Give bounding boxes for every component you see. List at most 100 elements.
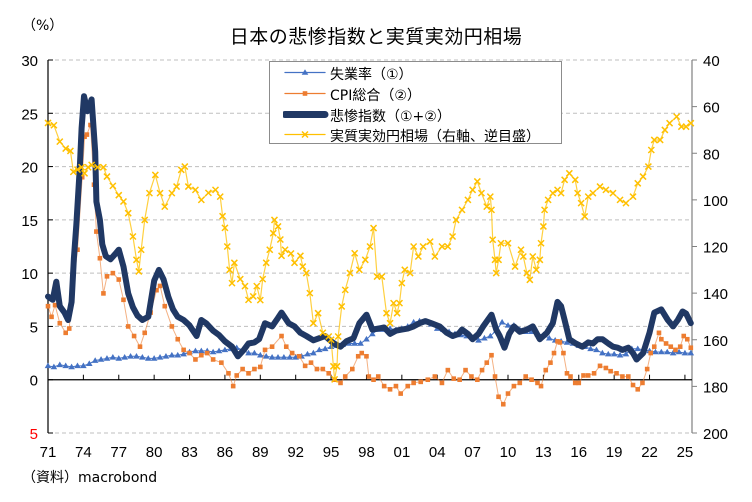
reer-data-point [504, 239, 512, 247]
cpi-data-point [226, 371, 231, 376]
y-left-tick-label: 20 [21, 160, 38, 177]
reer-data-point [549, 189, 557, 197]
reer-data-point [168, 189, 176, 197]
reer-data-point [241, 282, 249, 290]
reer-data-point [73, 166, 82, 174]
reer-data-point [78, 163, 86, 171]
y-left-unit-label: （%） [22, 18, 64, 34]
x-tick-label: 95 [323, 444, 340, 461]
x-tick-label: 74 [75, 444, 92, 461]
reer-data-point [477, 189, 485, 197]
cpi-data-point [548, 360, 553, 365]
y-right-tick-label: 80 [703, 146, 720, 163]
y-right-axis: 40 60 80 100 120 140 160 180 200 [691, 53, 728, 443]
legend-swatch-cpi [284, 91, 326, 96]
reer-data-point [673, 113, 681, 121]
cpi-data-point [644, 366, 650, 372]
y-right-tick-label: 200 [703, 426, 728, 443]
reer-data-point [661, 126, 669, 134]
reer-data-point [287, 249, 295, 258]
reer-data-point [489, 236, 497, 244]
reer-data-point [452, 216, 460, 224]
cpi-data-point [576, 380, 582, 386]
y-right-tick-label: 40 [703, 53, 720, 70]
cpi-data-point [630, 382, 636, 388]
y-left-tick-label: 5 [30, 426, 38, 443]
cpi-data-point [425, 377, 431, 383]
cpi-data-point [445, 367, 451, 373]
unemployment-data-point [487, 332, 494, 339]
cpi-data-point [585, 373, 591, 378]
cpi-data-point [505, 391, 511, 396]
reer-data-point [223, 242, 231, 251]
cpi-data-point [572, 380, 578, 386]
cpi-data-point [49, 314, 54, 320]
cpi-data-point [355, 353, 361, 359]
reer-data-point [565, 169, 573, 177]
cpi-data-point [252, 366, 257, 372]
reer-data-point [269, 229, 277, 237]
unemployment-data-point [268, 354, 276, 360]
x-tick-label: 71 [40, 444, 57, 461]
cpi-data-point [608, 368, 613, 374]
unemployment-data-point [44, 362, 52, 369]
reer-data-point [536, 256, 544, 264]
cpi-data-point [342, 374, 348, 379]
reer-data-point [253, 282, 261, 290]
legend-swatch-unemployment [284, 69, 326, 75]
reer-data-point [145, 189, 153, 197]
unemployment-data-point [363, 335, 370, 342]
reer-data-point [84, 163, 92, 171]
reer-data-point [629, 193, 637, 201]
reer-data-point [270, 216, 278, 224]
reer-data-point [539, 222, 547, 230]
x-tick-label: 19 [606, 444, 623, 461]
unemployment-data-point [321, 345, 329, 352]
cpi-data-point [529, 377, 534, 383]
cpi-data-point [688, 345, 694, 351]
reer-data-point [351, 249, 359, 257]
legend: 失業率（①） CPI総合（②） 悲惨指数（①+②） 実質実効円相場（右軸、逆目盛… [269, 61, 562, 145]
cpi-data-point [517, 380, 523, 386]
reer-data-point [366, 242, 374, 251]
cpi-data-point [157, 283, 163, 289]
reer-data-point [370, 224, 378, 232]
cpi-data-point [308, 360, 314, 365]
x-tick-label: 92 [287, 444, 304, 461]
cpi-data-point [663, 341, 669, 346]
reer-data-point [314, 309, 322, 317]
cpi-data-point [387, 387, 393, 392]
unemployment-data-point [245, 349, 252, 356]
x-tick-label: 86 [217, 444, 234, 461]
unemployment-data-point [156, 354, 164, 360]
cpi-data-point [555, 339, 560, 344]
reer-data-point [519, 252, 527, 261]
cpi-data-point [131, 333, 137, 339]
reer-data-point [431, 252, 439, 261]
reer-data-point [44, 119, 52, 127]
reer-data-point [219, 212, 227, 220]
reer-data-point [274, 222, 282, 230]
reer-data-point [577, 199, 585, 207]
cpi-data-point [289, 350, 295, 356]
reer-data-point [262, 259, 270, 267]
reer-data-point [276, 235, 284, 244]
reer-data-point [129, 232, 137, 241]
reer-data-point [532, 266, 540, 274]
x-tick-label: 77 [110, 444, 127, 461]
unemployment-data-point [121, 354, 128, 360]
unemployment-data-point [144, 355, 152, 361]
reer-data-point [541, 206, 549, 214]
reer-data-point [81, 169, 89, 177]
unemployment-data-point [198, 347, 205, 354]
cpi-data-point [66, 326, 72, 331]
cpi-data-point [187, 350, 192, 356]
cpi-data-point [411, 380, 416, 386]
legend-item-cpi: CPI総合（②） [270, 83, 561, 104]
cpi-data-point [204, 350, 210, 356]
unemployment-data-point [475, 336, 482, 343]
reer-data-point [410, 242, 418, 251]
reer-data-point [414, 252, 422, 261]
x-tick-label: 07 [464, 444, 481, 461]
x-tick-label: 22 [641, 444, 658, 461]
